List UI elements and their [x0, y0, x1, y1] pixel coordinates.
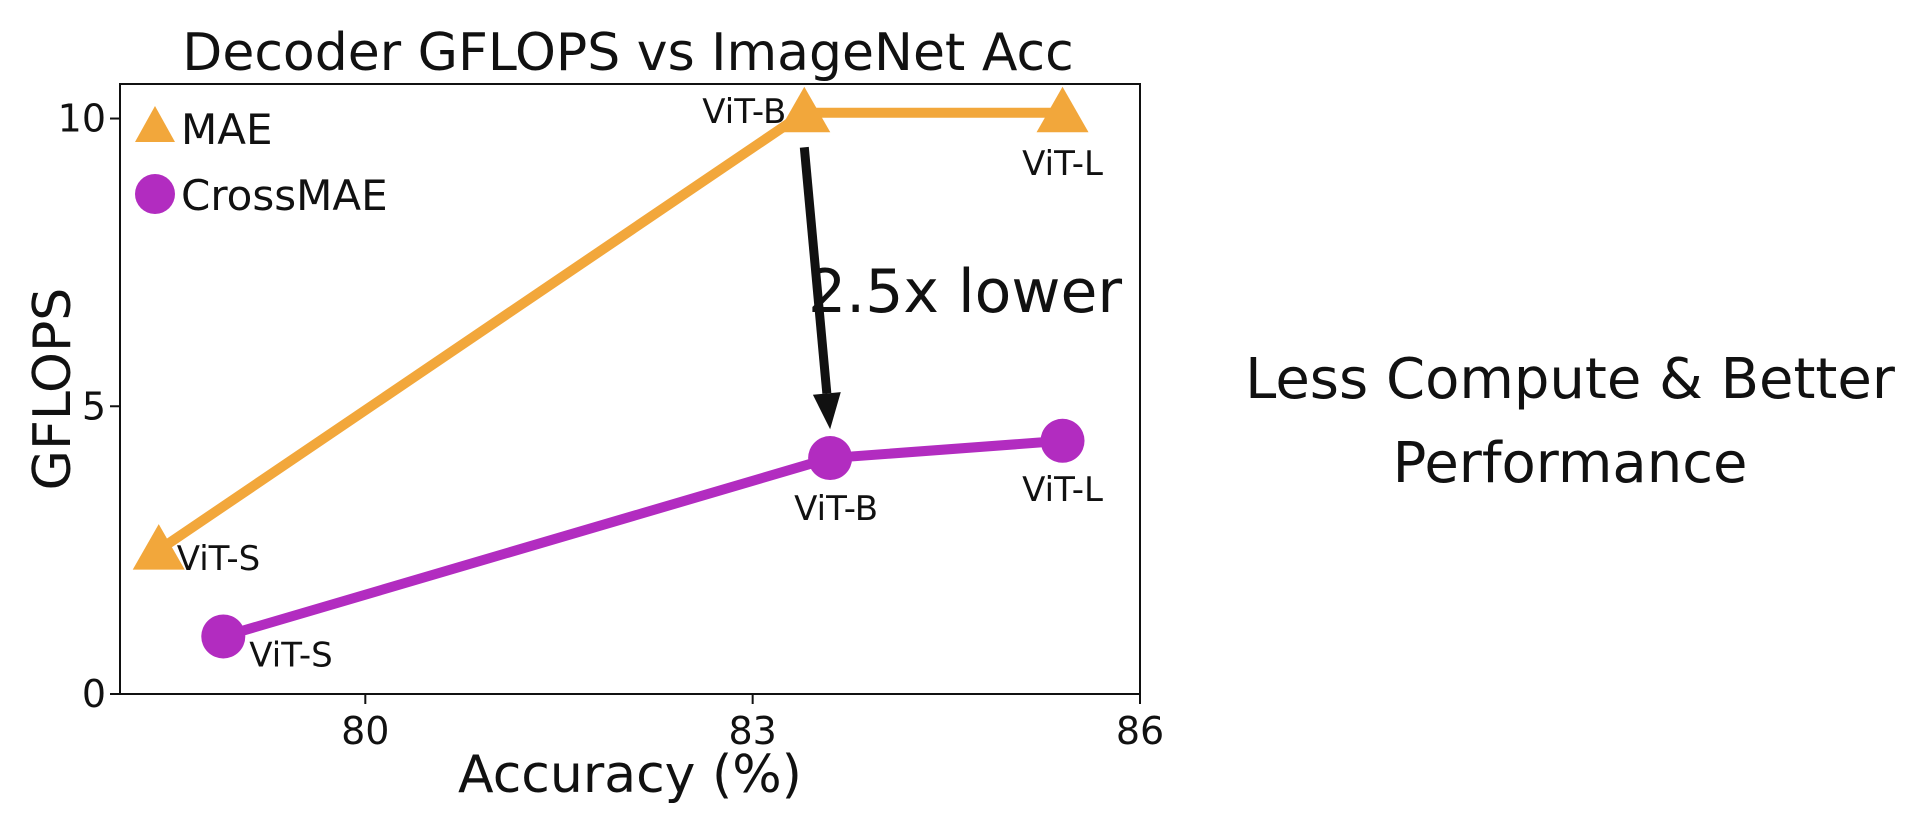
series-crossmae: ViT-S ViT-B ViT-L — [201, 418, 1103, 675]
data-point-circle — [201, 614, 246, 659]
data-point-label: ViT-L — [1022, 144, 1103, 184]
x-axis-label: Accuracy (%) — [458, 745, 802, 805]
annotation: 2.5x lower — [799, 146, 1122, 430]
series-mae: ViT-S ViT-B ViT-L — [132, 86, 1103, 579]
side-caption-line-2: Performance — [1392, 431, 1748, 496]
axis-ticks: 80 83 86 0 5 10 — [58, 97, 1165, 753]
data-point-label: ViT-L — [1022, 470, 1103, 510]
side-caption-line-1: Less Compute & Better — [1245, 347, 1895, 412]
legend-label: MAE — [181, 105, 273, 154]
series-layer: ViT-S ViT-B ViT-L ViT-S ViT-B ViT-L — [132, 86, 1103, 675]
y-tick-label: 5 — [82, 384, 106, 428]
data-point-triangle — [132, 524, 185, 570]
y-axis-label: GFLOPS — [23, 288, 83, 491]
chart-title: Decoder GFLOPS vs ImageNet Acc — [182, 23, 1073, 83]
annotation-arrow — [799, 146, 832, 394]
legend-circle-icon — [135, 174, 175, 214]
data-point-label: ViT-B — [702, 92, 786, 132]
x-tick-label: 83 — [728, 709, 776, 753]
annotation-arrow-head — [812, 392, 841, 430]
annotation-text: 2.5x lower — [808, 257, 1122, 327]
plot-area — [119, 83, 1141, 695]
legend-item-crossmae: CrossMAE — [135, 171, 388, 220]
y-tick-label: 0 — [82, 672, 106, 716]
data-point-circle — [1040, 418, 1085, 463]
x-tick-label: 80 — [341, 709, 389, 753]
data-point-label: ViT-S — [177, 539, 260, 579]
legend-label: CrossMAE — [181, 171, 388, 220]
data-point-triangle — [778, 86, 831, 133]
y-tick-label: 10 — [58, 97, 106, 141]
legend-triangle-icon — [135, 106, 175, 142]
data-point-label: ViT-S — [249, 635, 332, 675]
series-line-crossmae — [221, 435, 1063, 642]
side-caption: Less Compute & Better Performance — [1230, 338, 1906, 506]
data-point-circle — [808, 436, 853, 481]
x-tick-label: 86 — [1116, 709, 1164, 753]
legend-item-mae: MAE — [135, 105, 273, 154]
legend: MAE CrossMAE — [135, 105, 388, 220]
data-point-triangle — [1036, 86, 1089, 133]
data-point-label: ViT-B — [794, 489, 878, 529]
